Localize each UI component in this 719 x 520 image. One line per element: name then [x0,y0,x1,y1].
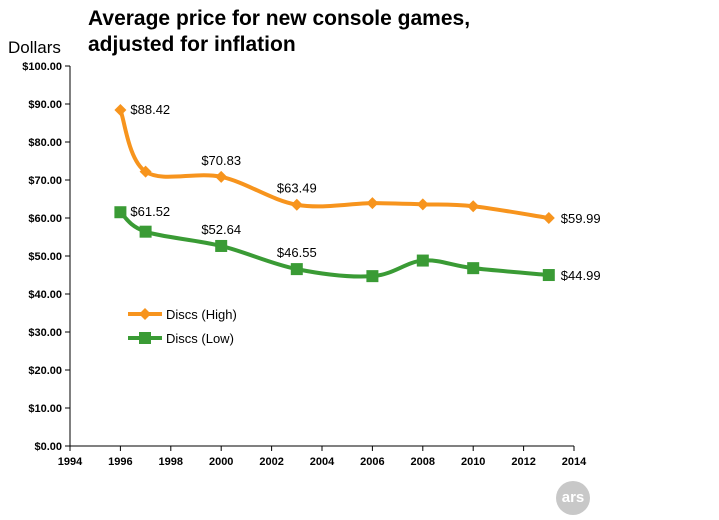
data-point [215,239,228,252]
data-point [139,165,152,178]
data-label: $63.49 [277,181,317,196]
data-point [290,263,303,276]
ars-logo: ars [556,481,590,515]
y-tick-label: $80.00 [28,137,62,149]
data-point [114,206,127,219]
data-point [416,198,429,211]
data-label: $70.83 [201,153,241,168]
x-tick-label: 2002 [259,456,283,468]
y-tick-label: $30.00 [28,327,62,339]
x-tick-label: 2004 [310,456,335,468]
x-tick-label: 2010 [461,456,485,468]
data-point [467,200,480,213]
y-tick-label: $50.00 [28,251,62,263]
legend-label: Discs (High) [166,307,237,322]
title-line-1: Average price for new console games, [88,7,471,30]
y-tick-label: $90.00 [28,99,62,111]
data-label: $59.99 [561,211,601,226]
data-point [290,198,303,211]
data-label: $46.55 [277,245,317,260]
y-axis-label: Dollars [8,38,61,57]
x-tick-label: 2006 [360,456,384,468]
y-tick-label: $40.00 [28,289,62,301]
y-tick-label: $0.00 [34,441,62,453]
x-tick-label: 2008 [411,456,435,468]
x-tick-label: 2014 [562,456,587,468]
data-point [366,270,379,283]
data-point [542,212,555,225]
x-tick-label: 2000 [209,456,233,468]
data-label: $88.42 [130,102,170,117]
y-tick-label: $10.00 [28,403,62,415]
legend-marker [139,332,151,344]
data-label: $61.52 [130,204,170,219]
title-line-2: adjusted for inflation [88,33,296,56]
data-point [467,262,480,275]
x-tick-label: 1994 [58,456,83,468]
data-point [416,254,429,267]
legend-marker [139,308,151,320]
x-tick-label: 1996 [108,456,132,468]
chart-title: Average price for new console games, adj… [88,6,470,58]
data-point [139,225,152,238]
data-point [542,269,555,282]
data-point [366,197,379,210]
x-tick-label: 1998 [159,456,183,468]
y-tick-label: $100.00 [22,61,62,73]
y-tick-label: $20.00 [28,365,62,377]
legend-label: Discs (Low) [166,331,234,346]
data-point [114,104,127,117]
x-tick-label: 2012 [511,456,535,468]
data-label: $52.64 [201,222,241,237]
y-tick-label: $70.00 [28,175,62,187]
series-line-1 [119,210,549,279]
data-point [215,170,228,183]
series-line-0 [118,109,550,221]
data-label: $44.99 [561,268,601,283]
y-tick-label: $60.00 [28,213,62,225]
